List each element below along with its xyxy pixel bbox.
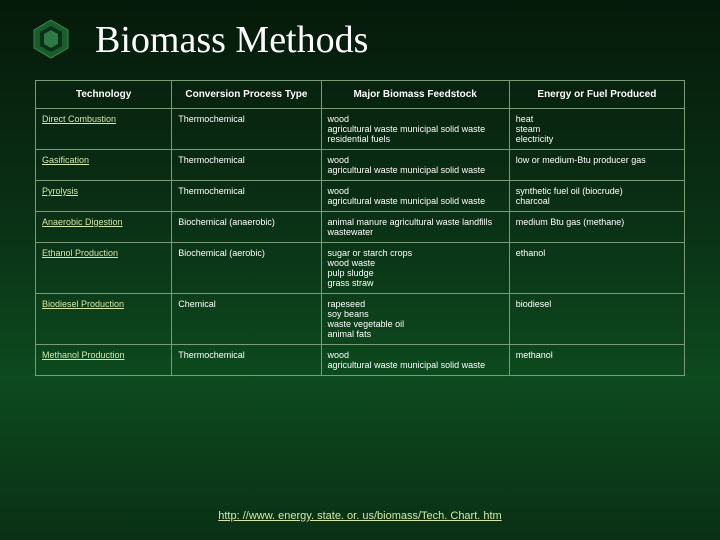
technology-cell: Pyrolysis <box>36 181 172 212</box>
process-cell: Thermochemical <box>172 150 321 181</box>
header-feedstock: Major Biomass Feedstock <box>321 81 509 109</box>
table-row: Direct Combustion Thermochemicalwoodagric… <box>36 109 685 150</box>
technology-link[interactable]: Anaerobic Digestion <box>42 217 123 227</box>
footer-source-link[interactable]: http: //www. energy. state. or. us/bioma… <box>0 510 720 522</box>
slide-title: Biomass Methods <box>95 18 368 62</box>
technology-cell: Ethanol Production <box>36 243 172 294</box>
process-cell: Thermochemical <box>172 345 321 376</box>
feedstock-cell: woodagricultural waste municipal solid w… <box>321 181 509 212</box>
energy-cell: medium Btu gas (methane) <box>509 212 684 243</box>
process-cell: Chemical <box>172 294 321 345</box>
header-technology: Technology <box>36 81 172 109</box>
energy-cell: synthetic fuel oil (biocrude)charcoal <box>509 181 684 212</box>
biomass-table: Technology Conversion Process Type Major… <box>35 80 685 376</box>
table-row: Biodiesel Production Chemicalrapeseedsoy … <box>36 294 685 345</box>
technology-link[interactable]: Ethanol Production <box>42 248 118 258</box>
technology-link[interactable]: Direct Combustion <box>42 114 116 124</box>
table-row: Gasification Thermochemicalwoodagricultur… <box>36 150 685 181</box>
feedstock-cell: woodagricultural waste municipal solid w… <box>321 345 509 376</box>
table-row: Pyrolysis Thermochemicalwoodagricultural … <box>36 181 685 212</box>
table-row: Anaerobic Digestion Biochemical (anaerobi… <box>36 212 685 243</box>
technology-link[interactable]: Methanol Production <box>42 350 125 360</box>
technology-link[interactable]: Biodiesel Production <box>42 299 124 309</box>
energy-cell: heatsteamelectricity <box>509 109 684 150</box>
technology-link[interactable]: Gasification <box>42 155 89 165</box>
feedstock-cell: sugar or starch cropswood wastepulp slud… <box>321 243 509 294</box>
process-cell: Biochemical (anaerobic) <box>172 212 321 243</box>
energy-cell: ethanol <box>509 243 684 294</box>
feedstock-cell: rapeseedsoy beanswaste vegetable oilanim… <box>321 294 509 345</box>
technology-cell: Methanol Production <box>36 345 172 376</box>
energy-cell: methanol <box>509 345 684 376</box>
header-process: Conversion Process Type <box>172 81 321 109</box>
biomass-table-container: Technology Conversion Process Type Major… <box>35 80 685 376</box>
feedstock-cell: animal manure agricultural waste landfil… <box>321 212 509 243</box>
table-row: Methanol Production Thermochemicalwoodagr… <box>36 345 685 376</box>
feedstock-cell: woodagricultural waste municipal solid w… <box>321 109 509 150</box>
process-cell: Biochemical (aerobic) <box>172 243 321 294</box>
table-header-row: Technology Conversion Process Type Major… <box>36 81 685 109</box>
technology-link[interactable]: Pyrolysis <box>42 186 78 196</box>
table-row: Ethanol Production Biochemical (aerobic)s… <box>36 243 685 294</box>
feedstock-cell: woodagricultural waste municipal solid w… <box>321 150 509 181</box>
energy-cell: low or medium-Btu producer gas <box>509 150 684 181</box>
technology-cell: Gasification <box>36 150 172 181</box>
technology-cell: Anaerobic Digestion <box>36 212 172 243</box>
slide-bullet-icon <box>30 18 72 60</box>
process-cell: Thermochemical <box>172 109 321 150</box>
energy-cell: biodiesel <box>509 294 684 345</box>
header-energy: Energy or Fuel Produced <box>509 81 684 109</box>
technology-cell: Biodiesel Production <box>36 294 172 345</box>
process-cell: Thermochemical <box>172 181 321 212</box>
technology-cell: Direct Combustion <box>36 109 172 150</box>
